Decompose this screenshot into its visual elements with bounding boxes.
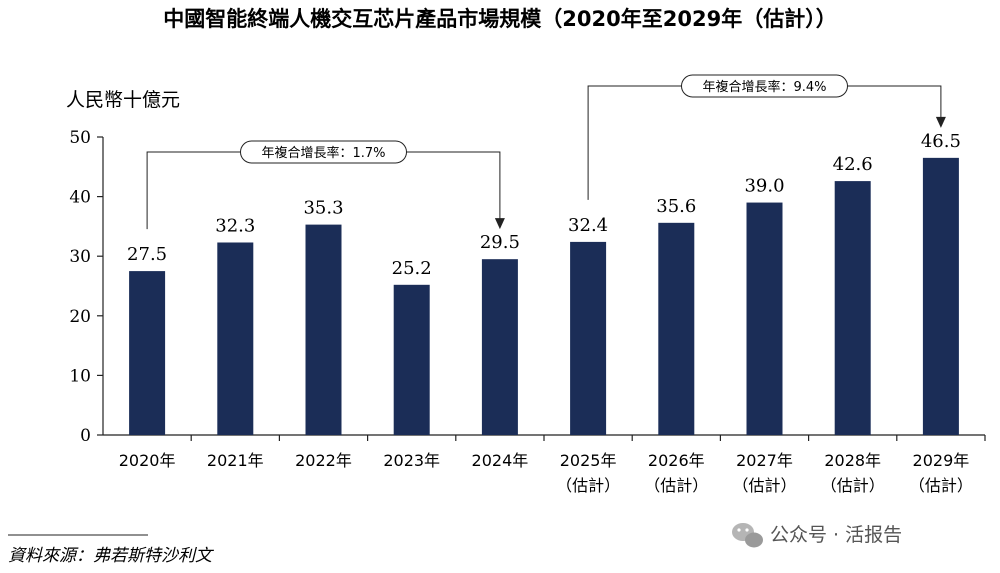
bar-value-label: 42.6 <box>833 154 873 175</box>
bar-value-label: 39.0 <box>744 176 784 197</box>
x-tick-label: 2026年 <box>648 451 705 470</box>
x-tick-label: 2028年 <box>824 451 881 470</box>
bar-value-label: 27.5 <box>127 244 167 265</box>
bar <box>658 222 695 435</box>
watermark: 公众号 · 活报告 <box>732 523 902 548</box>
y-axis-label: 人民幣十億元 <box>66 89 180 111</box>
bar <box>129 271 166 435</box>
x-tick-label: 2020年 <box>119 451 176 470</box>
y-tick-label: 10 <box>69 366 91 386</box>
bar-value-label: 32.3 <box>215 215 255 236</box>
x-tick-sublabel: （估計） <box>644 476 708 495</box>
bar-value-label: 46.5 <box>921 131 961 152</box>
x-tick-label: 2021年 <box>207 451 264 470</box>
bar <box>746 202 783 435</box>
x-tick-label: 2029年 <box>913 451 970 470</box>
arrow-down-icon <box>935 116 946 128</box>
bar <box>834 181 871 435</box>
source-note: 資料來源：弗若斯特沙利文 <box>8 546 215 566</box>
x-tick-label: 2024年 <box>472 451 529 470</box>
x-tick-label: 2023年 <box>383 451 440 470</box>
bar <box>922 157 959 436</box>
y-tick-label: 50 <box>69 128 91 148</box>
bar <box>570 241 607 435</box>
cagr-label: 年複合增長率：1.7% <box>261 145 385 161</box>
y-tick-label: 0 <box>80 426 91 446</box>
x-tick-sublabel: （估計） <box>821 476 885 495</box>
bar-value-label: 35.3 <box>303 198 343 219</box>
x-tick-sublabel: （估計） <box>556 476 620 495</box>
bar-value-label: 29.5 <box>480 232 520 253</box>
bar-value-label: 32.4 <box>568 215 608 236</box>
cagr-label: 年複合增長率：9.4% <box>702 79 826 95</box>
plot-area: 0 10 20 30 40 50 27.5 2020年 32.3 2021年 35.3 2022年 25… <box>69 74 986 495</box>
cagr-badge <box>681 74 848 98</box>
bar <box>393 284 430 435</box>
arrow-down-icon <box>494 218 505 230</box>
x-tick-label: 2027年 <box>736 451 793 470</box>
chart-title: 中國智能終端人機交互芯片產品市場規模（2020年至2029年（估計）） <box>163 7 836 31</box>
bar <box>305 224 342 435</box>
x-tick-label: 2025年 <box>560 451 617 470</box>
bar-value-label: 25.2 <box>392 258 432 279</box>
y-tick-label: 30 <box>69 247 91 267</box>
watermark-text: 公众号 · 活报告 <box>770 524 902 546</box>
y-tick-label: 40 <box>69 188 91 208</box>
x-tick-sublabel: （估計） <box>909 476 973 495</box>
bar <box>217 242 254 435</box>
x-tick-sublabel: （估計） <box>732 476 796 495</box>
bar-value-label: 35.6 <box>656 196 696 217</box>
bar <box>481 259 518 435</box>
y-tick-label: 20 <box>69 307 91 327</box>
cagr-badge <box>240 140 407 164</box>
x-tick-label: 2022年 <box>295 451 352 470</box>
wechat-icon <box>732 523 763 548</box>
